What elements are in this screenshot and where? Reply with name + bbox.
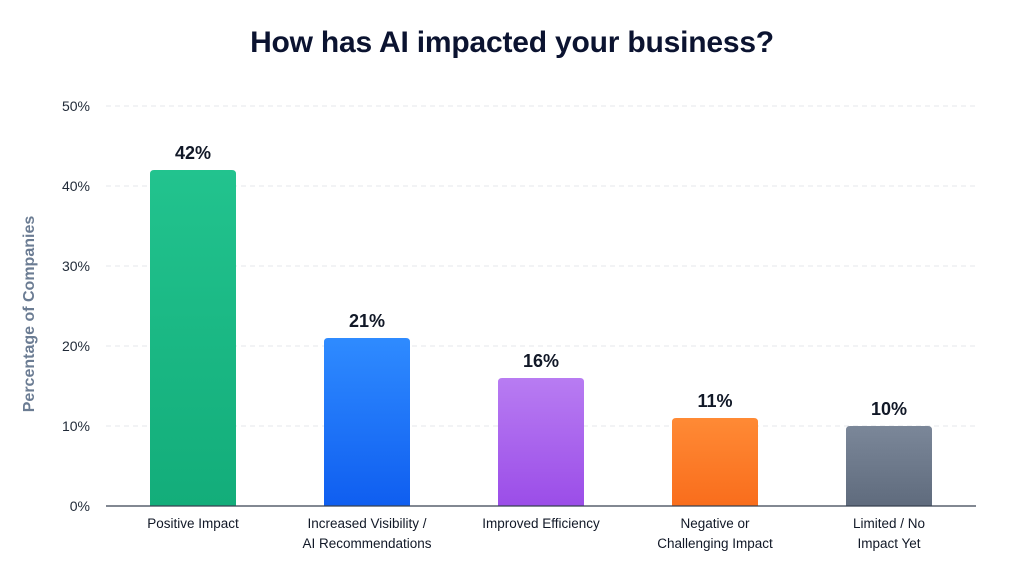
x-tick-label: Impact Yet (857, 536, 920, 551)
x-tick-label: Negative or (680, 516, 750, 531)
y-tick-label: 30% (62, 258, 90, 274)
data-label: 42% (175, 143, 211, 163)
x-tick-label: AI Recommendations (302, 536, 431, 551)
bar (846, 426, 932, 506)
x-tick-label: Limited / No (853, 516, 925, 531)
label-layer: 0% 10% 20% 30% 40% 50% 42% Positive Impact 21% In… (62, 98, 925, 551)
y-axis-title: Percentage of Companies (21, 216, 38, 413)
y-tick-label: 40% (62, 178, 90, 194)
bar (498, 378, 584, 506)
x-tick-label: Positive Impact (147, 516, 239, 531)
data-label: 21% (349, 311, 385, 331)
chart-title: How has AI impacted your business? (250, 26, 774, 59)
data-label: 16% (523, 351, 559, 371)
grid-layer (106, 105, 976, 427)
bar (672, 418, 758, 506)
x-tick-label: Improved Efficiency (482, 516, 600, 531)
data-label: 11% (697, 391, 732, 411)
x-tick-label: Increased Visibility / (307, 516, 426, 531)
bar (150, 170, 236, 506)
y-tick-label: 20% (62, 338, 90, 354)
bar-layer (150, 170, 932, 506)
y-tick-label: 10% (62, 418, 90, 434)
y-tick-label: 50% (62, 98, 90, 114)
y-tick-label: 0% (70, 498, 90, 514)
data-label: 10% (871, 399, 907, 419)
x-tick-label: Challenging Impact (657, 536, 773, 551)
bar (324, 338, 410, 506)
